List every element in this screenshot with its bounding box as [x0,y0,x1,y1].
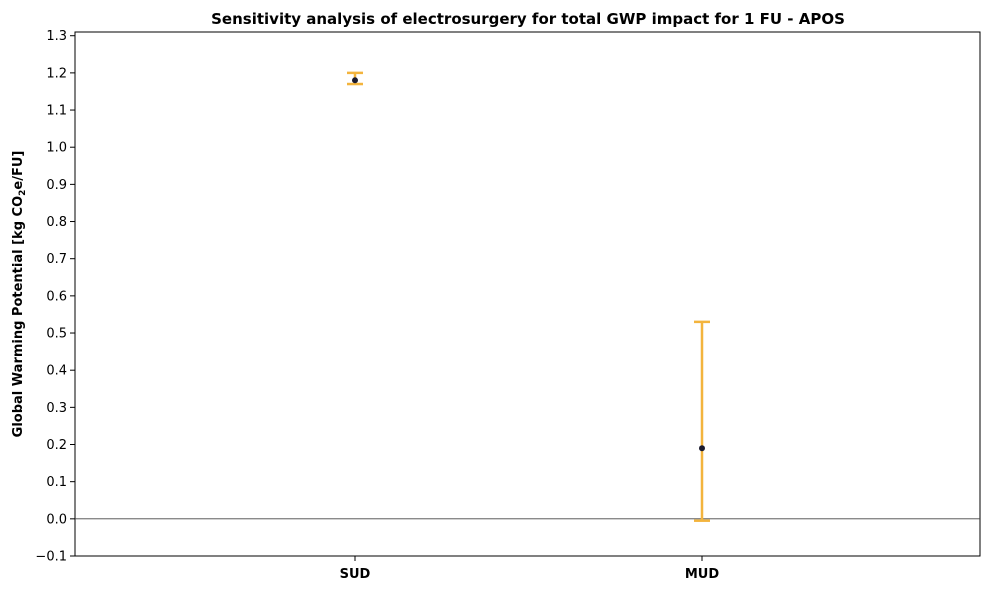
y-tick-label: 0.1 [46,475,67,490]
data-point [352,77,358,84]
y-tick-label: 0.5 [46,327,67,342]
errorbar-sud [347,71,363,86]
x-tick-label: MUD [685,567,719,582]
y-tick-label: 0.8 [46,215,67,230]
y-tick-label: 0.6 [46,289,67,304]
plot-area [74,31,981,557]
series-marks [347,71,710,522]
y-tick-label: −0.1 [35,550,67,565]
y-axis-label-main: Global Warming Potential [kg CO [11,196,26,437]
y-axis-label: Global Warming Potential [kg CO2e/FU] [11,151,28,438]
x-axis: SUD MUD [340,556,719,582]
y-axis-label-suffix: e/FU] [11,151,26,190]
y-tick-label: 1.2 [46,66,67,81]
y-tick-label: 1.1 [46,104,67,119]
y-tick-label: 1.0 [46,141,67,156]
errorbar-mud [694,320,710,522]
y-tick-label: 0.2 [46,438,67,453]
y-tick-label: 1.3 [46,29,67,44]
chart-title: Sensitivity analysis of electrosurgery f… [211,10,845,28]
y-tick-label: 0.7 [46,252,67,267]
y-tick-label: 0.9 [46,178,67,193]
y-tick-label: 0.4 [46,364,67,379]
y-tick-label: 0.3 [46,401,67,416]
y-tick-label: 0.0 [46,512,67,527]
y-axis-label-subscript: 2 [18,190,28,196]
y-axis: −0.1 0.0 0.1 0.2 0.3 0.4 0.5 0.6 0.7 0.8 0.9 1.0 1.1… [35,29,75,565]
data-point [699,445,705,452]
x-tick-label: SUD [340,567,371,582]
